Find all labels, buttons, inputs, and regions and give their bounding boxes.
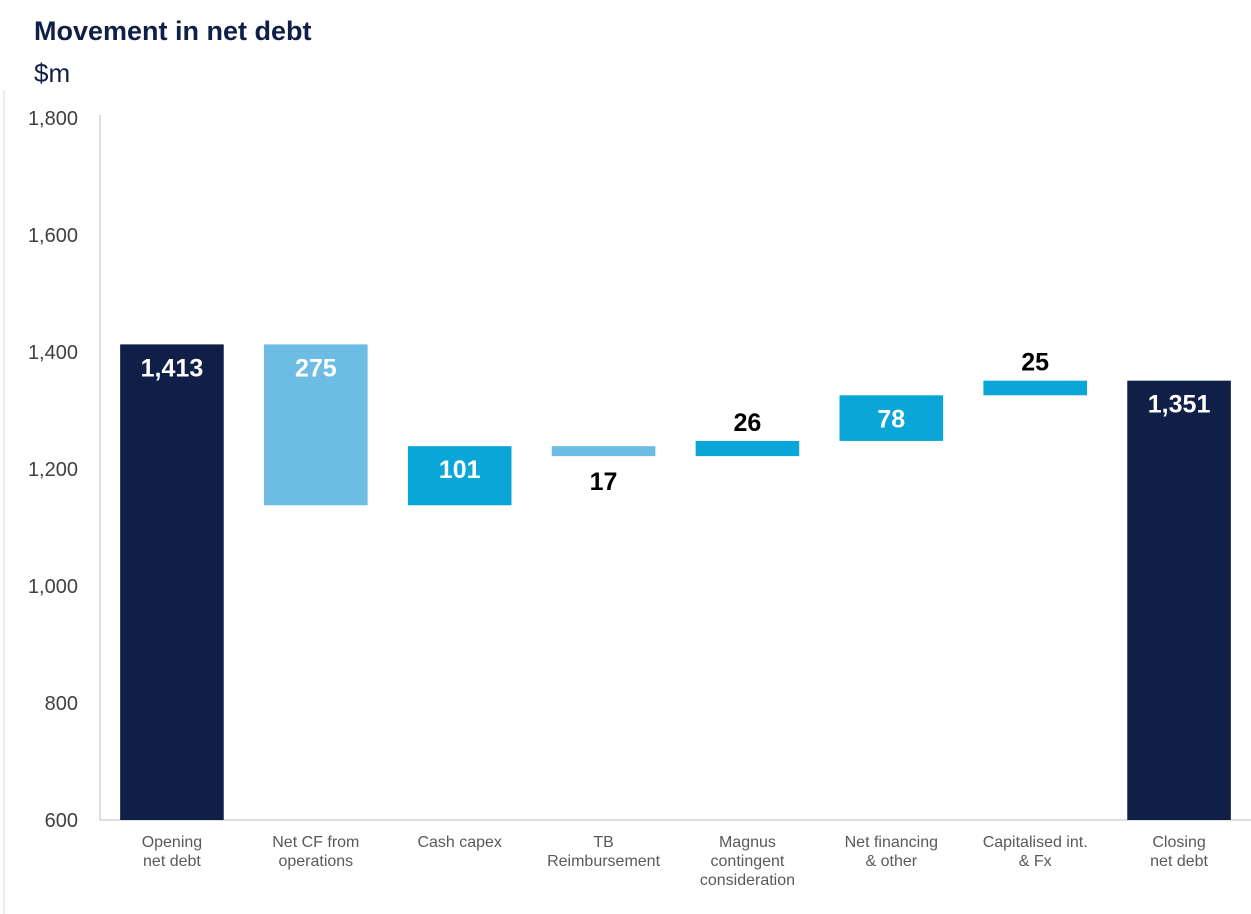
y-tick-label: 1,000	[28, 576, 78, 598]
chart-subtitle: $m	[34, 58, 71, 88]
data-label: 1,413	[141, 354, 204, 382]
delta-bar	[839, 395, 944, 441]
y-tick-label: 800	[45, 693, 78, 715]
y-tick-label: 1,400	[28, 342, 78, 364]
y-tick-labels: 600 800 1,000 1,200 1,400 1,600 1,800	[28, 108, 78, 832]
delta-bar	[407, 446, 512, 506]
data-label: 25	[1021, 349, 1049, 377]
bars-group	[120, 344, 1231, 820]
delta-bar	[264, 344, 368, 506]
category-label: Closing net debt	[1150, 834, 1208, 870]
category-label: Net CF from operations	[272, 834, 359, 870]
total-bar	[1127, 380, 1231, 820]
y-tick-label: 1,800	[28, 108, 78, 130]
data-label: 17	[590, 468, 618, 496]
category-label: TB Reimbursement	[547, 834, 660, 870]
data-labels-group: 1,413 275 101 17 26 78 25 1,351	[141, 349, 1211, 496]
category-label: Magnus contingent consideration	[700, 834, 795, 889]
data-label: 101	[439, 456, 481, 484]
delta-bar	[551, 446, 656, 457]
data-label: 78	[877, 405, 905, 433]
chart-title: Movement in net debt	[34, 16, 312, 46]
data-label: 26	[734, 409, 762, 437]
category-labels-group: Opening net debt Net CF from operations Cash…	[142, 834, 1209, 889]
y-tick-label: 1,200	[28, 459, 78, 481]
delta-bar	[695, 440, 800, 457]
category-label: Net financing & other	[845, 834, 938, 870]
data-label: 1,351	[1148, 391, 1211, 419]
delta-bar	[983, 380, 1087, 396]
category-label: Capitalised int. & Fx	[983, 834, 1088, 870]
y-tick-label: 600	[45, 810, 78, 832]
total-bar	[120, 344, 224, 820]
y-tick-label: 1,600	[28, 225, 78, 247]
data-label: 275	[295, 354, 337, 382]
category-label: Cash capex	[417, 834, 502, 851]
category-label: Opening net debt	[142, 834, 203, 870]
